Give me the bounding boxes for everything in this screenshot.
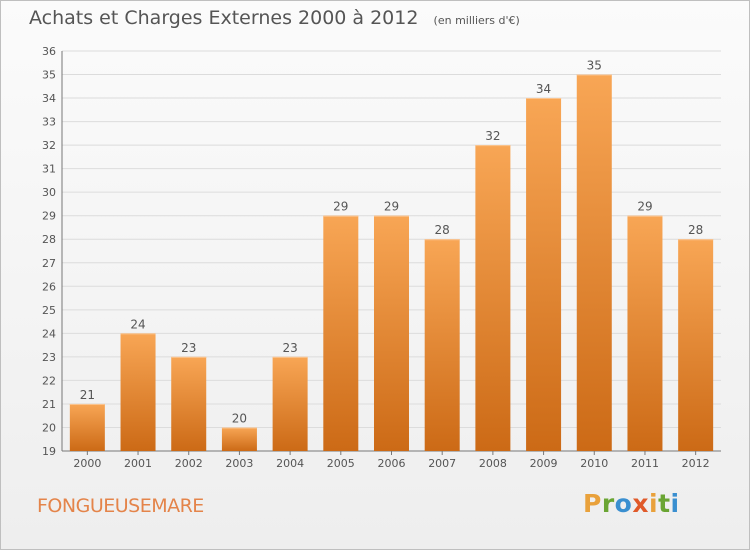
x-tick-label: 2004: [276, 457, 304, 470]
logo-letter: x: [632, 489, 649, 518]
bar-2000: [69, 403, 105, 451]
data-label: 23: [181, 341, 196, 355]
bar-2008: [475, 145, 511, 451]
proxiti-logo: Proxiti: [583, 489, 680, 518]
data-label: 29: [333, 200, 348, 214]
y-tick-label: 28: [42, 233, 56, 246]
y-tick-label: 33: [42, 116, 56, 129]
logo-letter: i: [670, 489, 680, 518]
x-tick-label: 2006: [378, 457, 406, 470]
chart-title-unit: (en milliers d'€): [433, 14, 520, 27]
data-label: 24: [130, 317, 145, 331]
data-label: 29: [384, 200, 399, 214]
y-tick-label: 35: [42, 69, 56, 82]
logo-letter: P: [583, 489, 602, 518]
bars: [69, 74, 714, 451]
logo-letter: o: [614, 489, 633, 518]
x-tick-labels: 2000 2001 2002 2003 2004 2005 2006 2007 2008 2009…: [73, 457, 709, 470]
bar-2005: [323, 215, 359, 451]
x-tick-label: 2009: [530, 457, 558, 470]
chart-title: Achats et Charges Externes 2000 à 2012 (…: [29, 7, 520, 29]
chart-title-main: Achats et Charges Externes 2000 à 2012: [29, 7, 419, 29]
y-tick-label: 30: [42, 186, 56, 199]
y-tick-label: 31: [42, 163, 56, 176]
bar-2007: [424, 239, 460, 451]
bar-2011: [627, 215, 663, 451]
data-labels: 21 24 23 20 23 29 29 28 32 34 35 29 28: [80, 59, 704, 426]
data-label: 35: [587, 59, 602, 73]
x-tick-label: 2008: [479, 457, 507, 470]
x-tick-label: 2011: [631, 457, 659, 470]
x-tick-label: 2010: [580, 457, 608, 470]
logo-letter: t: [658, 489, 671, 518]
data-label: 21: [80, 388, 95, 402]
bar-2001: [120, 333, 156, 451]
data-label: 28: [688, 223, 703, 237]
y-tick-label: 34: [42, 92, 56, 105]
x-tick-label: 2002: [175, 457, 203, 470]
data-label: 23: [282, 341, 297, 355]
data-label: 34: [536, 82, 551, 96]
y-tick-label: 22: [42, 374, 56, 387]
logo-letter: r: [601, 489, 615, 518]
bar-2006: [374, 215, 409, 451]
bar-2003: [221, 427, 257, 451]
y-tick-label: 24: [42, 327, 56, 340]
y-tick-labels: 19 20 21 22 23 24 25 26 27 28 29 30 31 32 33 34 35 36: [42, 45, 56, 458]
data-label: 29: [637, 200, 652, 214]
x-tick-label: 2012: [682, 457, 710, 470]
y-tick-label: 25: [42, 304, 56, 317]
x-tick-label: 2000: [73, 457, 101, 470]
data-label: 28: [435, 223, 450, 237]
y-tick-label: 19: [42, 445, 56, 458]
bar-2004: [272, 356, 308, 451]
bar-2009: [526, 98, 562, 451]
logo-letter: i: [649, 489, 659, 518]
y-tick-label: 32: [42, 139, 56, 152]
y-tick-label: 23: [42, 351, 56, 364]
x-tick-label: 2007: [428, 457, 456, 470]
x-tick-label: 2001: [124, 457, 152, 470]
bar-2002: [171, 356, 207, 451]
y-tick-label: 20: [42, 421, 56, 434]
commune-name: FONGUEUSEMARE: [37, 495, 204, 517]
y-tick-label: 27: [42, 257, 56, 270]
bar-2010: [576, 74, 612, 451]
y-tick-label: 36: [42, 45, 56, 58]
data-label: 32: [485, 129, 500, 143]
y-tick-label: 21: [42, 398, 56, 411]
data-label: 20: [232, 411, 247, 425]
bar-2012: [678, 239, 714, 451]
y-tick-label: 26: [42, 280, 56, 293]
x-tick-label: 2005: [327, 457, 355, 470]
y-tick-label: 29: [42, 210, 56, 223]
x-tick-label: 2003: [225, 457, 253, 470]
